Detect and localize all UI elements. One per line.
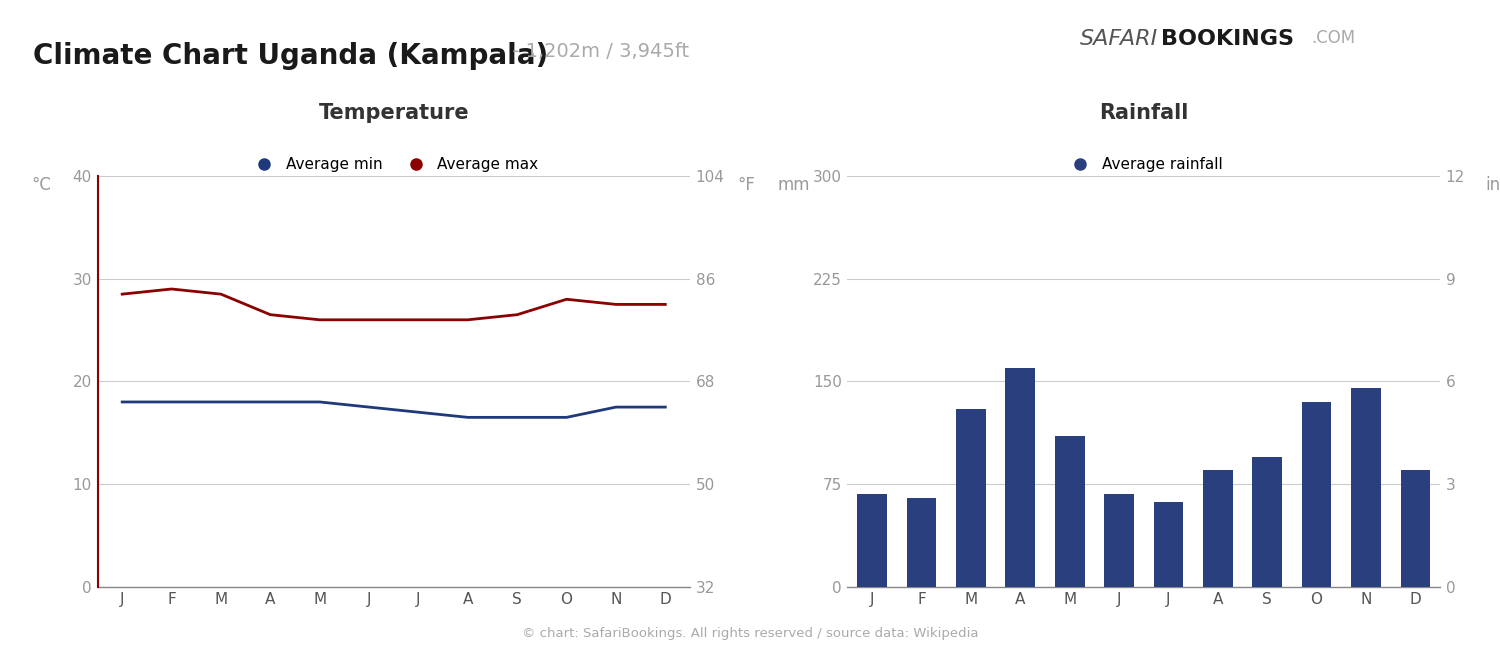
Text: °F: °F — [738, 176, 754, 194]
Bar — [1352, 389, 1380, 587]
Text: Temperature: Temperature — [318, 102, 470, 123]
Text: Climate Chart Uganda (Kampala): Climate Chart Uganda (Kampala) — [33, 42, 549, 70]
Bar — [1104, 494, 1134, 587]
Text: .COM: .COM — [1311, 29, 1354, 48]
Bar — [906, 498, 936, 587]
Legend: Average rainfall: Average rainfall — [1059, 151, 1228, 178]
Text: Rainfall: Rainfall — [1100, 102, 1188, 123]
Bar — [956, 409, 986, 587]
Legend: Average min, Average max: Average min, Average max — [243, 151, 544, 178]
Text: - 1,202m / 3,945ft: - 1,202m / 3,945ft — [506, 42, 688, 61]
Text: °C: °C — [32, 176, 51, 194]
Text: SAFARI: SAFARI — [1080, 29, 1158, 50]
Bar — [858, 494, 886, 587]
Bar — [1054, 436, 1084, 587]
Bar — [1401, 471, 1429, 587]
Bar — [1203, 471, 1233, 587]
Text: BOOKINGS: BOOKINGS — [1161, 29, 1294, 50]
Bar — [1005, 368, 1035, 587]
Bar — [1252, 456, 1282, 587]
Bar — [1302, 402, 1332, 587]
Text: © chart: SafariBookings. All rights reserved / source data: Wikipedia: © chart: SafariBookings. All rights rese… — [522, 627, 978, 640]
Text: mm: mm — [778, 176, 810, 194]
Text: in: in — [1486, 176, 1500, 194]
Bar — [1154, 502, 1184, 587]
